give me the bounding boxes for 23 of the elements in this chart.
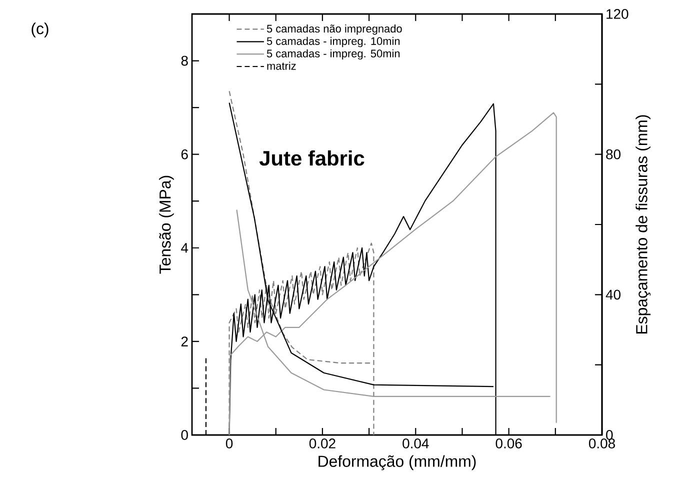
x-tick-label: 0 (226, 438, 233, 448)
x-tick-label: 0.06 (496, 438, 522, 448)
x-tick-label: 0.02 (309, 438, 336, 448)
text: (c) (32, 22, 48, 38)
legend-label: matriz (267, 62, 296, 70)
legend-label: 5 camadas - impreg. 50min (266, 49, 400, 60)
y2-tick-label: 80 (606, 149, 620, 160)
x-tick-label: 0.04 (402, 438, 429, 448)
x-axis-title: Deformação (mm/mm) (318, 455, 476, 470)
y2-tick-label: 40 (606, 290, 620, 300)
y-tick-label: 0 (181, 430, 188, 440)
y2-tick-label: 0 (606, 430, 613, 440)
y2-axis-title: Espaçamento de fissuras (mm) (636, 115, 651, 334)
x-tick-label: 0.08 (588, 438, 615, 448)
y-tick-label: 4 (181, 243, 188, 253)
y-axis-title: Tensão (MPa) (159, 176, 174, 274)
annotation: Jute fabric (259, 150, 364, 166)
y-tick-label: 8 (181, 56, 188, 66)
legend-label: 5 camadas não impregnado (266, 24, 402, 35)
y-tick-label: 6 (181, 149, 188, 160)
y-tick-label: 2 (181, 336, 188, 346)
y2-tick-label: 120 (606, 9, 628, 19)
legend-label: 5 camadas - impreg. 10min (266, 36, 400, 48)
